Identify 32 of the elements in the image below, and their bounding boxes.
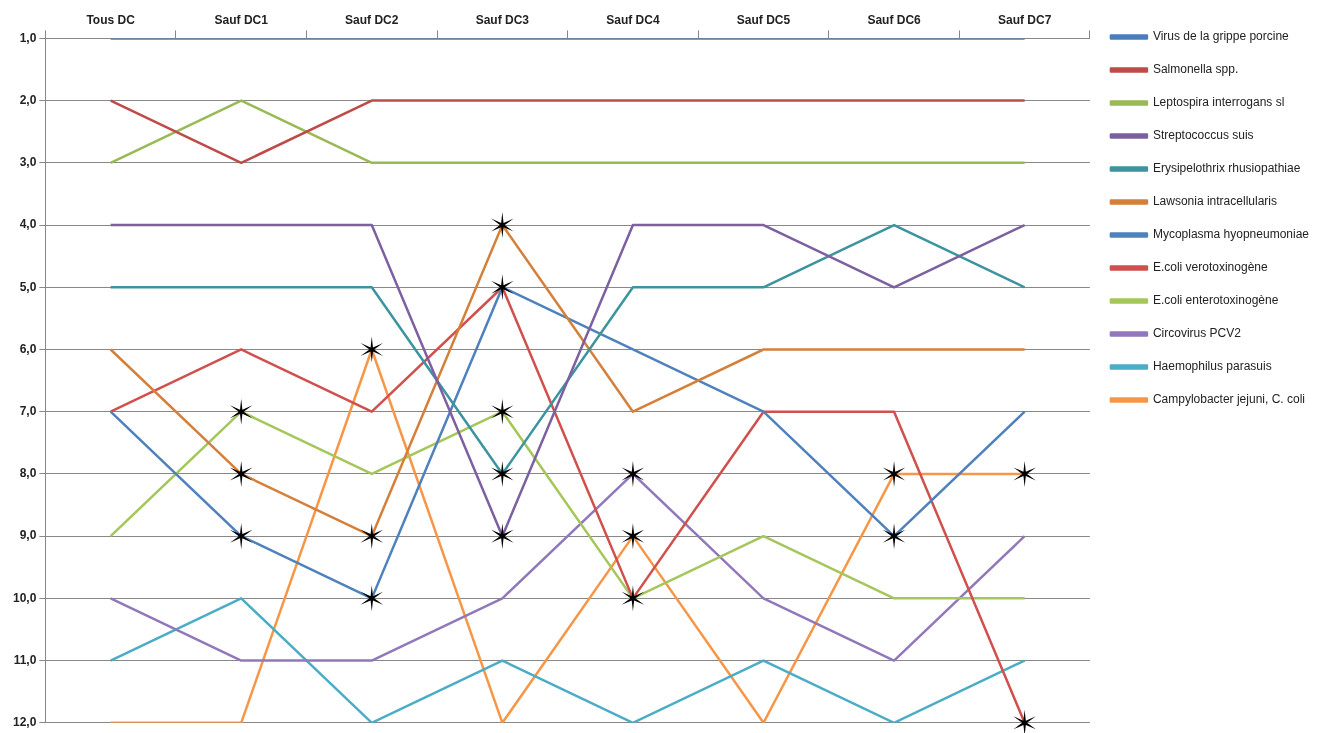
x-tick-label: Sauf DC5 [736,12,791,27]
legend-label: Leptospira interrogans sl [1152,95,1285,110]
legend-label: Circovirus PCV2 [1152,326,1242,341]
y-tick-label: 2,0 [19,92,37,107]
legend-label: Salmonella spp. [1152,62,1239,77]
legend-label: Streptococcus suis [1152,128,1254,143]
y-tick-label: 9,0 [19,528,37,543]
x-tick-label: Tous DC [86,12,136,27]
x-tick-label: Sauf DC3 [475,12,530,27]
y-tick-label: 5,0 [19,279,37,294]
y-tick-label: 7,0 [19,404,37,419]
y-tick-label: 12,0 [13,715,37,730]
x-tick-label: Sauf DC1 [214,12,269,27]
y-tick-label: 4,0 [19,217,37,232]
y-tick-label: 6,0 [19,341,37,356]
y-tick-label: 8,0 [19,466,37,481]
x-tick-label: Sauf DC7 [997,12,1052,27]
x-tick-label: Sauf DC2 [345,12,399,27]
legend-label: Campylobacter jejuni, C. coli [1152,392,1305,407]
y-tick-label: 10,0 [13,590,37,605]
legend-label: E.coli verotoxinogène [1152,260,1268,275]
legend-label: Virus de la grippe porcine [1152,29,1290,44]
legend-label: E.coli enterotoxinogène [1152,293,1279,308]
y-tick-label: 3,0 [19,155,37,170]
x-tick-label: Sauf DC6 [867,12,922,27]
y-tick-label: 1,0 [19,30,37,45]
legend-label: Mycoplasma hyopneumoniae [1152,227,1310,242]
y-tick-label: 11,0 [13,652,37,667]
legend-label: Haemophilus parasuis [1152,359,1272,374]
x-tick-label: Sauf DC4 [606,12,660,27]
legend-label: Lawsonia intracellularis [1152,194,1277,209]
legend-label: Erysipelothrix rhusiopathiae [1152,161,1301,176]
